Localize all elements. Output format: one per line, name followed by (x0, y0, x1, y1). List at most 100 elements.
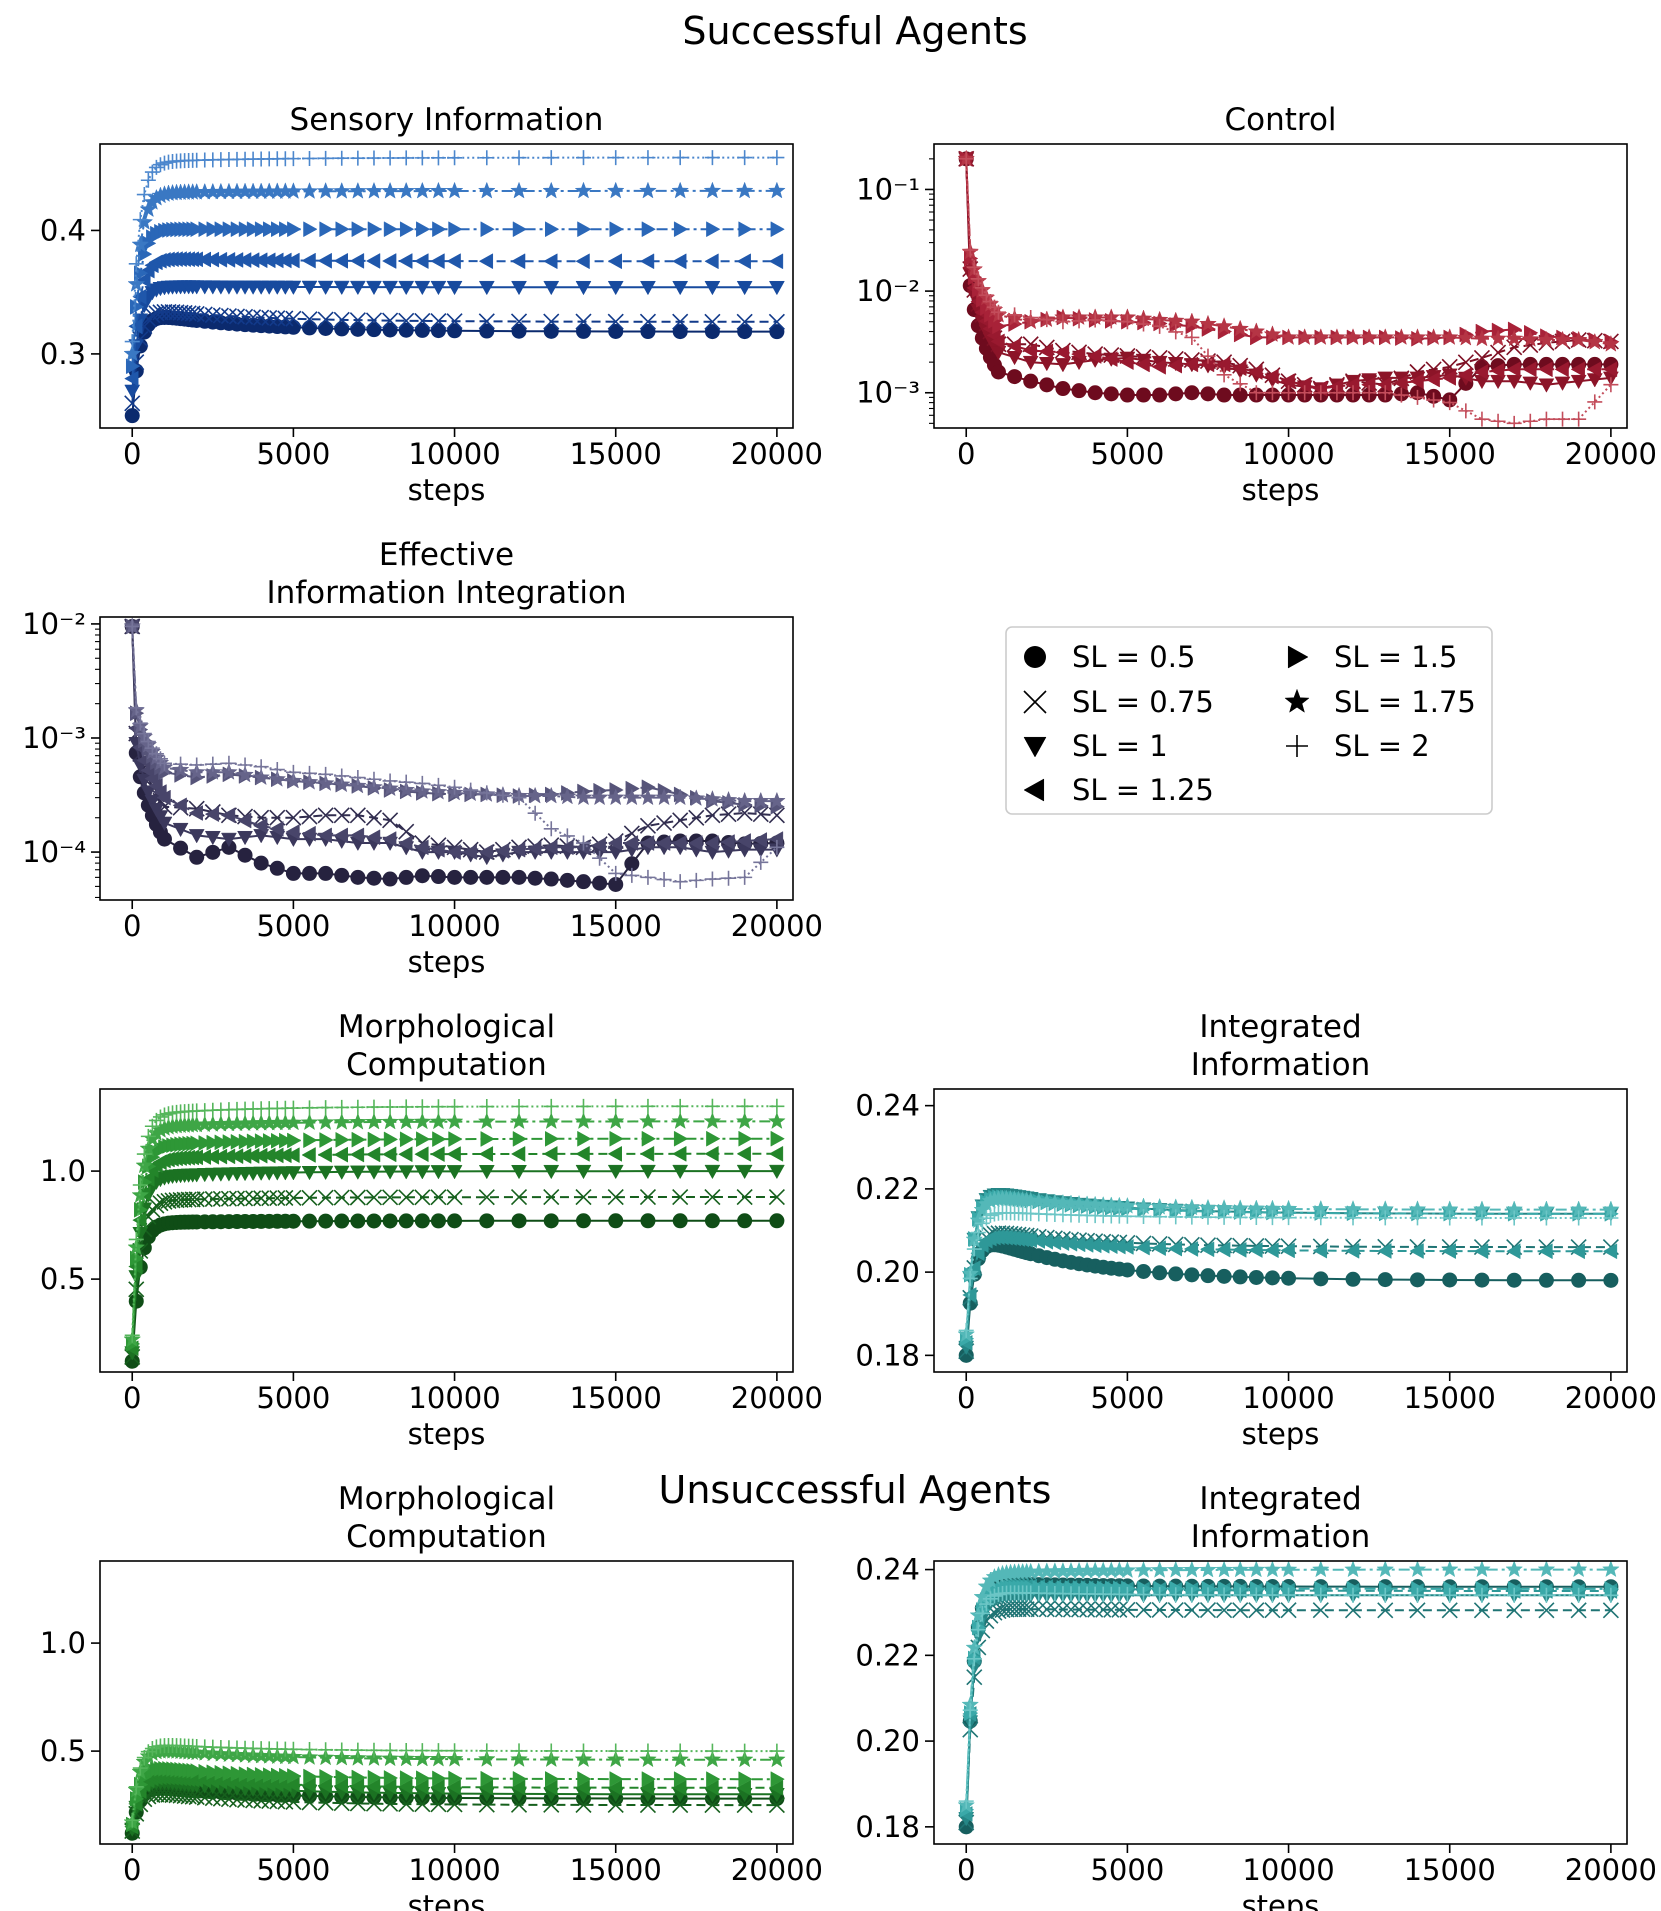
data-point (253, 1190, 270, 1207)
data-point (1473, 1602, 1491, 1619)
data-point (1571, 1272, 1587, 1288)
data-point (1602, 1243, 1618, 1260)
data-point (736, 253, 751, 270)
data-point (269, 762, 285, 778)
data-point (1006, 350, 1023, 366)
data-point (413, 181, 432, 199)
x-marker-icon (1023, 690, 1047, 714)
data-point (279, 1132, 294, 1149)
data-point (958, 1793, 974, 1809)
data-point (173, 840, 189, 856)
y-tick-label: 10⁻³ (856, 376, 920, 410)
series-1.25 (124, 1145, 784, 1357)
data-point (1183, 1241, 1199, 1257)
plot-area (123, 150, 786, 424)
x-tick-label: 10000 (1242, 1853, 1334, 1887)
data-point (301, 311, 318, 328)
data-point (382, 1099, 398, 1115)
legend: SL = 0.5 SL = 0.75 SL = 1 SL = 1.25 SL = 1.5… (1005, 626, 1493, 815)
panel-title: Sensory Information (290, 102, 604, 138)
data-point (156, 755, 172, 771)
data-point (236, 1791, 254, 1809)
data-point (284, 771, 303, 789)
panel-title: Computation (346, 1047, 547, 1083)
data-point (704, 280, 721, 296)
data-point (430, 312, 447, 330)
data-point (253, 759, 269, 775)
data-point (284, 182, 303, 200)
y-tick-label: 1.0 (40, 1626, 86, 1660)
series-0.75 (124, 1188, 785, 1365)
panel-title: Integrated (1199, 1481, 1361, 1517)
data-point (148, 1197, 165, 1214)
data-point (317, 807, 334, 824)
data-point (173, 756, 189, 772)
data-point (348, 776, 367, 794)
data-point (350, 1099, 366, 1115)
data-point (1490, 362, 1505, 379)
x-tick-label: 20000 (1565, 1853, 1657, 1887)
data-point (124, 384, 141, 399)
data-point (769, 1213, 785, 1229)
data-point (1312, 1242, 1328, 1259)
data-point (1603, 1587, 1619, 1603)
data-point (640, 324, 656, 340)
data-point (413, 1112, 432, 1130)
data-point (1216, 1602, 1233, 1619)
data-point (1474, 1587, 1490, 1603)
data-point (446, 313, 463, 330)
data-point (1506, 1243, 1521, 1260)
data-point (1038, 343, 1054, 360)
legend-label: SL = 1.25 (1072, 773, 1214, 807)
data-point (348, 1112, 367, 1130)
x-axis-label: steps (1242, 473, 1320, 507)
data-point (1023, 373, 1039, 389)
x-tick-label: 5000 (1090, 1381, 1164, 1415)
data-point (1248, 364, 1263, 380)
data-point (1263, 325, 1282, 343)
data-point (1377, 1587, 1393, 1603)
data-point (446, 280, 463, 296)
x-tick-label: 20000 (731, 1853, 823, 1887)
data-point (285, 809, 302, 826)
data-point (1200, 348, 1216, 364)
data-point (1553, 330, 1572, 348)
data-point (1281, 1270, 1297, 1286)
data-point (672, 1164, 689, 1180)
data-point (287, 1132, 302, 1149)
data-point (414, 1213, 430, 1229)
data-point (495, 869, 511, 885)
data-point (318, 865, 334, 881)
data-point (1215, 1561, 1233, 1578)
data-point (317, 827, 332, 844)
data-point (1264, 1210, 1280, 1226)
x-tick-label: 10000 (408, 437, 500, 471)
data-point (350, 321, 366, 337)
data-point (287, 221, 302, 238)
data-point (316, 181, 335, 199)
data-point (350, 1213, 366, 1229)
series-1 (958, 1589, 1619, 1827)
data-point (574, 788, 593, 806)
data-point (511, 1098, 527, 1114)
data-point (671, 1112, 690, 1130)
x-tick-label: 0 (957, 437, 975, 471)
data-point (1071, 346, 1086, 363)
data-point (720, 834, 735, 850)
data-point (206, 221, 221, 238)
data-point (673, 1130, 689, 1147)
data-point (335, 1131, 350, 1148)
data-point (367, 221, 382, 238)
legend-item: SL = 1.75 (1284, 685, 1476, 719)
data-point (1571, 1210, 1587, 1226)
data-point (639, 1796, 657, 1814)
data-point (1216, 1587, 1232, 1603)
data-point (446, 1779, 461, 1796)
data-point (335, 1769, 350, 1786)
data-point (704, 150, 720, 166)
data-point (271, 1132, 286, 1149)
data-point (769, 1098, 785, 1114)
data-point (640, 1098, 656, 1114)
